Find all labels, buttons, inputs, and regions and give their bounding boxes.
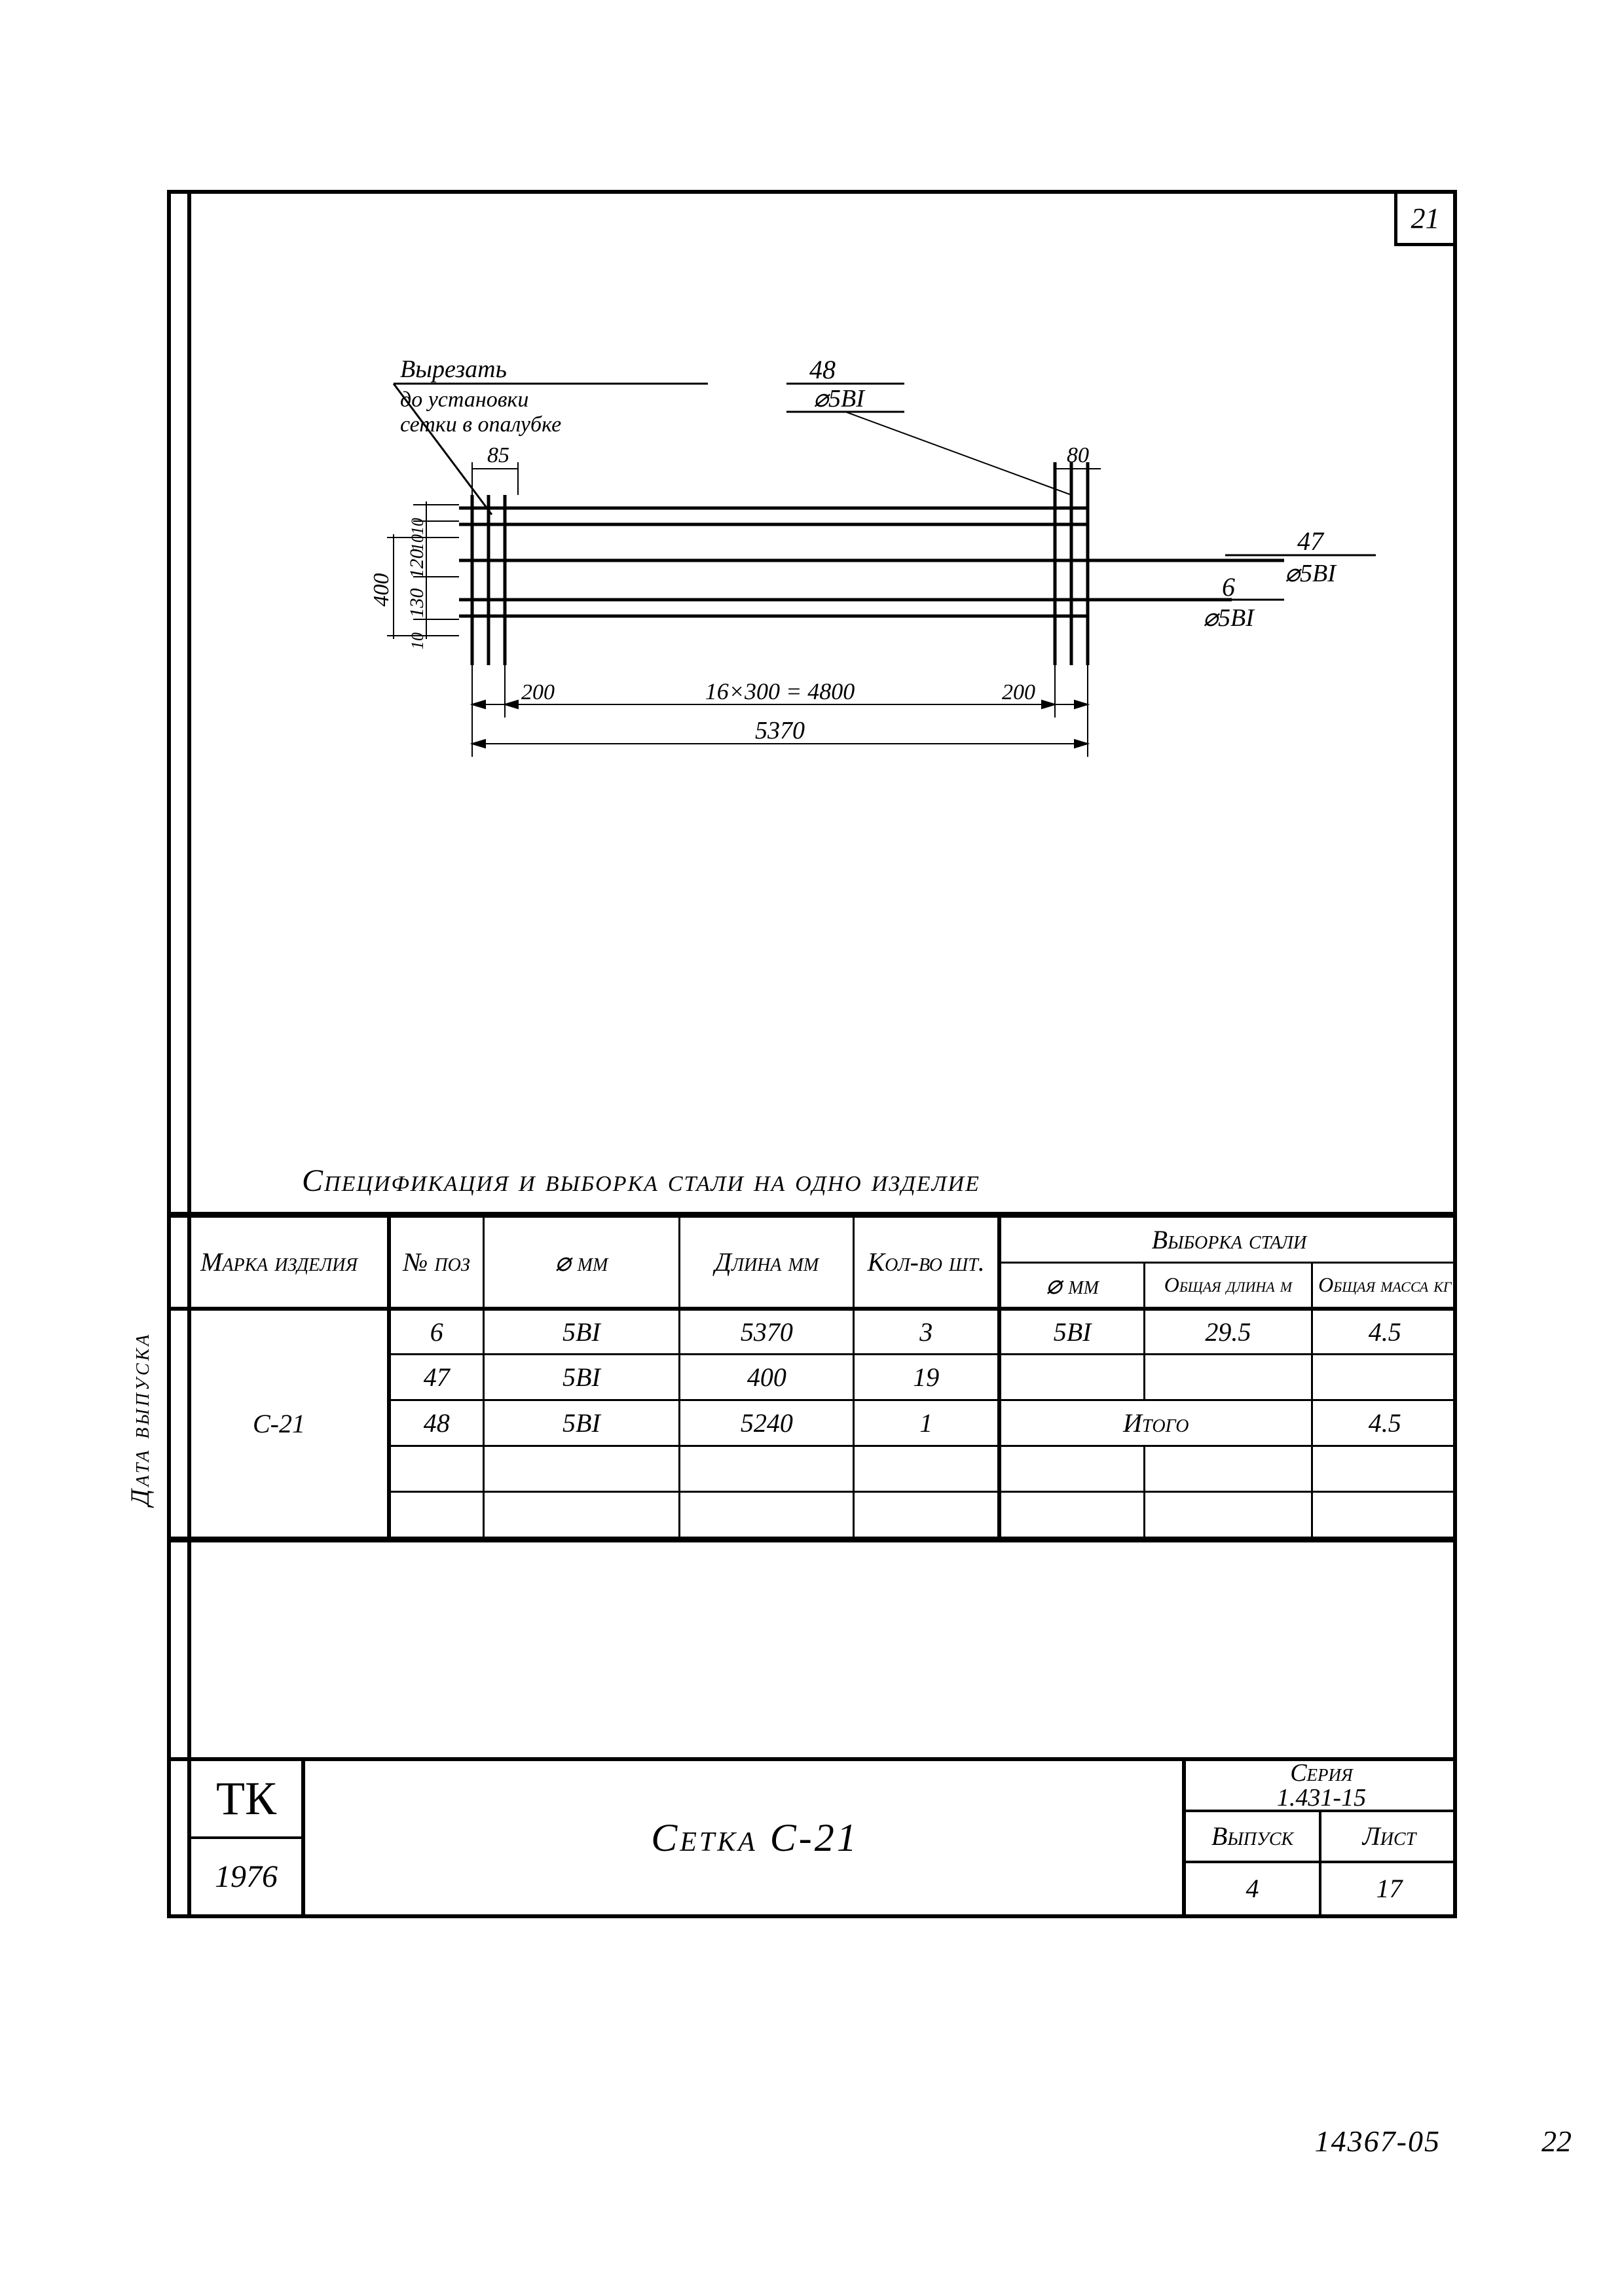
dim-v2: 10: [408, 534, 427, 551]
dim-85: 85: [487, 443, 509, 467]
callout-48-top: 48: [809, 355, 836, 384]
th-poz: № поз: [389, 1217, 483, 1309]
title-block: ТК 1976 Сетка С-21 Серия 1.431-15 Выпуск…: [171, 1757, 1457, 1914]
r2-poz: 47: [389, 1355, 483, 1400]
dim-center: 16×300 = 4800: [705, 678, 855, 704]
r5-poz: [389, 1492, 483, 1538]
sheet-number-box: 21: [1394, 194, 1453, 246]
dim-200-right: 200: [1002, 680, 1035, 704]
titleblock-left: ТК 1976: [187, 1761, 305, 1914]
th-v-diam: ⌀ мм: [999, 1263, 1145, 1309]
diagram-note-line1: Вырезать: [400, 355, 507, 383]
list-value: 17: [1321, 1863, 1457, 1914]
diagram-note-line3: сетки в опалубке: [400, 412, 561, 437]
r2-vm: [1312, 1355, 1457, 1400]
r4-diam: [483, 1446, 680, 1492]
list-label: Лист: [1321, 1812, 1457, 1861]
r5-dlina: [680, 1492, 854, 1538]
seria-value: 1.431-15: [1277, 1785, 1366, 1810]
spec-table: Марка изделия № поз ⌀ мм Длина мм Кол-во…: [171, 1212, 1457, 1542]
dim-v1: 10: [408, 518, 427, 535]
r5-kol: [854, 1492, 999, 1538]
dim-v3: 120: [406, 549, 428, 579]
footer-page-number: 22: [1541, 2124, 1572, 2159]
r3-poz: 48: [389, 1400, 483, 1446]
drawing-title: Сетка С-21: [341, 1761, 1169, 1914]
th-v-dlina: Общая длина м: [1145, 1263, 1312, 1309]
r5-vl: [1145, 1492, 1312, 1538]
r1-poz: 6: [389, 1309, 483, 1355]
dim-v4: 130: [406, 589, 428, 618]
r1-vm: 4.5: [1312, 1309, 1457, 1355]
th-v-massa: Общая масса кг: [1312, 1263, 1457, 1309]
seria-cell: Серия 1.431-15: [1186, 1761, 1457, 1810]
r1-kol: 3: [854, 1309, 999, 1355]
r2-kol: 19: [854, 1355, 999, 1400]
r1-diam: 5ВI: [483, 1309, 680, 1355]
th-dlina: Длина мм: [680, 1217, 854, 1309]
mesh-diagram: Вырезать до установки сетки в опалубке 4…: [210, 272, 1422, 862]
r1-dlina: 5370: [680, 1309, 854, 1355]
vypusk-label: Выпуск: [1186, 1812, 1321, 1861]
cell-marka: С-21: [171, 1309, 389, 1538]
r3-dlina: 5240: [680, 1400, 854, 1446]
r5-diam: [483, 1492, 680, 1538]
th-diam: ⌀ мм: [483, 1217, 680, 1309]
r2-vd: [999, 1355, 1145, 1400]
spec-title: Спецификация и выборка стали на одно изд…: [302, 1163, 980, 1199]
r2-vl: [1145, 1355, 1312, 1400]
th-kolvo: Кол-во шт.: [854, 1217, 999, 1309]
r4-vd: [999, 1446, 1145, 1492]
seria-label: Серия: [1290, 1760, 1353, 1785]
r4-dlina: [680, 1446, 854, 1492]
r3-itogo: Итого: [999, 1400, 1312, 1446]
r5-vd: [999, 1492, 1145, 1538]
dim-v5: 10: [408, 632, 427, 649]
dim-height: 400: [369, 574, 394, 607]
r4-vm: [1312, 1446, 1457, 1492]
vypusk-value: 4: [1186, 1863, 1321, 1914]
th-marka: Марка изделия: [171, 1217, 389, 1309]
r3-vm: 4.5: [1312, 1400, 1457, 1446]
footer-code: 14367-05: [1315, 2124, 1441, 2159]
r1-vd: 5ВI: [999, 1309, 1145, 1355]
dim-total: 5370: [755, 717, 805, 744]
th-vyborka: Выборка стали: [999, 1217, 1457, 1263]
year: 1976: [191, 1839, 301, 1914]
r1-vl: 29.5: [1145, 1309, 1312, 1355]
callout-6-bot: ⌀5ВI: [1203, 604, 1255, 632]
drawing-frame: 21: [167, 190, 1457, 1918]
callout-6-top: 6: [1222, 572, 1235, 602]
diagram-note-line2: до установки: [400, 388, 528, 412]
r3-kol: 1: [854, 1400, 999, 1446]
binding-margin-line: [187, 194, 191, 1914]
side-release-date-label: Дата выпуска: [124, 1332, 155, 1506]
r4-vl: [1145, 1446, 1312, 1492]
r5-vm: [1312, 1492, 1457, 1538]
page: Дата выпуска 21: [0, 0, 1624, 2296]
r2-diam: 5ВI: [483, 1355, 680, 1400]
titleblock-right: Серия 1.431-15 Выпуск Лист 4 17: [1182, 1761, 1457, 1914]
callout-48-bot: ⌀5ВI: [813, 385, 866, 412]
r2-dlina: 400: [680, 1355, 854, 1400]
r4-poz: [389, 1446, 483, 1492]
r3-diam: 5ВI: [483, 1400, 680, 1446]
dim-80: 80: [1067, 443, 1089, 467]
callout-47-top: 47: [1297, 526, 1325, 556]
r4-kol: [854, 1446, 999, 1492]
tk-stamp: ТК: [191, 1761, 301, 1839]
callout-47-bot: ⌀5ВI: [1285, 560, 1337, 587]
dim-200-left: 200: [521, 680, 555, 704]
